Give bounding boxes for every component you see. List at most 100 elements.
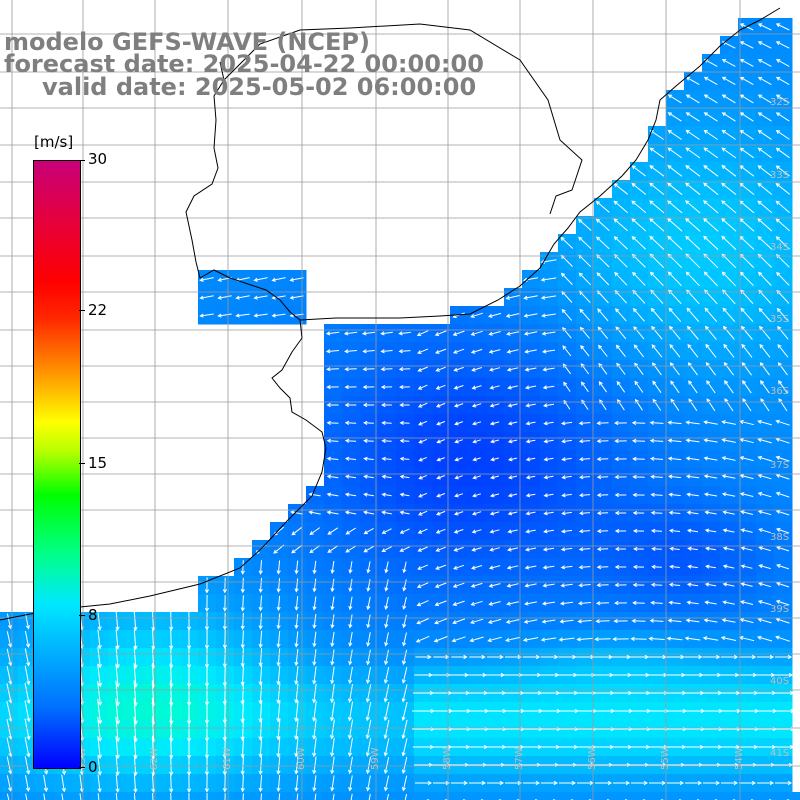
wind-arrow	[776, 563, 790, 570]
wind-speed-cell	[594, 792, 613, 800]
wind-arrow	[668, 600, 681, 605]
wind-arrow	[289, 277, 304, 282]
forecast-date: forecast date: 2025-04-22 00:00:00	[4, 50, 484, 78]
wind-arrow	[561, 475, 572, 480]
wind-arrow	[613, 780, 631, 786]
wind-arrow	[326, 474, 339, 479]
wind-arrow	[435, 366, 446, 372]
wind-arrow	[418, 474, 427, 480]
wind-speed-cell	[72, 792, 91, 800]
wind-arrow	[631, 182, 647, 195]
wind-arrow	[97, 612, 102, 631]
wind-arrow	[614, 290, 628, 304]
wind-arrow	[489, 385, 500, 390]
wind-arrow	[399, 474, 410, 479]
wind-arrow	[669, 325, 681, 340]
wind-arrow	[667, 474, 682, 479]
wind-arrow	[417, 564, 429, 570]
wind-arrow	[348, 775, 353, 792]
wind-arrow	[436, 457, 445, 462]
wind-arrow	[453, 511, 464, 516]
wind-arrow	[778, 398, 788, 412]
wind-arrow	[596, 564, 609, 570]
wind-arrow	[757, 473, 772, 480]
wind-arrow	[399, 384, 410, 390]
wind-arrow	[525, 403, 536, 408]
wind-speed-cell	[612, 792, 631, 800]
wind-arrow	[775, 635, 791, 642]
wind-arrow	[276, 560, 281, 575]
wind-arrow	[685, 147, 701, 159]
wind-arrow	[433, 780, 451, 786]
wind-arrow	[721, 94, 736, 104]
wind-arrow	[344, 456, 357, 461]
wind-arrow	[615, 344, 626, 358]
wind-arrow	[685, 420, 700, 425]
wind-arrow	[383, 775, 390, 792]
wind-arrow	[688, 398, 698, 412]
wind-arrow	[703, 420, 718, 425]
wind-arrow	[739, 618, 754, 624]
wind-arrow	[723, 361, 735, 376]
wind-arrow	[381, 492, 392, 497]
wind-arrow	[469, 780, 487, 786]
coastline-plata-north	[185, 61, 225, 279]
wind-arrow	[362, 349, 375, 354]
coastline-uruguay-brazil	[299, 7, 781, 321]
wind-arrow	[721, 129, 736, 140]
wind-arrow	[739, 129, 754, 140]
wind-arrow	[667, 438, 682, 443]
wind-arrow	[169, 663, 174, 688]
wind-arrow	[632, 474, 645, 480]
wind-arrow	[632, 289, 646, 304]
wind-arrow	[561, 493, 572, 498]
wind-arrow	[312, 683, 317, 704]
wind-arrow	[722, 510, 735, 515]
wind-arrow	[450, 672, 469, 678]
wind-arrow	[451, 654, 468, 660]
latitude-label: 40S	[770, 676, 789, 687]
wind-arrow	[133, 754, 138, 777]
wind-arrow	[169, 716, 174, 743]
wind-arrow	[471, 367, 482, 372]
wind-arrow	[344, 384, 357, 390]
wind-arrow	[776, 581, 790, 588]
latitude-label: 36S	[770, 386, 789, 397]
wind-arrow	[704, 528, 717, 533]
wind-arrow	[614, 438, 627, 444]
wind-arrow	[312, 596, 317, 611]
wind-speed-cell	[432, 792, 451, 800]
wind-arrow	[169, 754, 174, 777]
wind-arrow	[686, 510, 699, 515]
wind-arrow	[417, 402, 428, 408]
wind-arrow	[632, 307, 645, 322]
wind-arrow	[578, 583, 591, 588]
wind-arrow	[650, 474, 663, 479]
wind-arrow	[542, 385, 555, 390]
wind-arrow	[649, 253, 665, 268]
wind-arrow	[543, 439, 554, 444]
wind-arrow	[365, 684, 372, 703]
wind-arrow	[705, 546, 716, 551]
wind-arrow	[596, 582, 609, 588]
wind-arrow	[740, 289, 754, 305]
wind-arrow	[383, 684, 390, 703]
wind-arrow	[115, 629, 120, 650]
wind-arrow	[276, 756, 281, 775]
longitude-label: 62W	[149, 747, 160, 770]
coastline-argentina-uruguay	[0, 269, 327, 621]
wind-arrow	[561, 457, 572, 462]
wind-arrow	[276, 631, 281, 648]
wind-arrow	[633, 344, 644, 358]
wind-arrow	[401, 756, 408, 775]
wind-speed-cell	[756, 792, 775, 800]
wind-arrow	[366, 579, 371, 592]
wind-arrow	[506, 349, 519, 354]
wind-arrow	[525, 421, 536, 426]
wind-arrow	[704, 325, 717, 340]
wind-arrow	[649, 235, 665, 250]
wind-arrow	[345, 545, 357, 553]
wind-arrow	[115, 793, 118, 800]
wind-arrow	[631, 438, 646, 444]
wind-arrow	[115, 680, 120, 707]
